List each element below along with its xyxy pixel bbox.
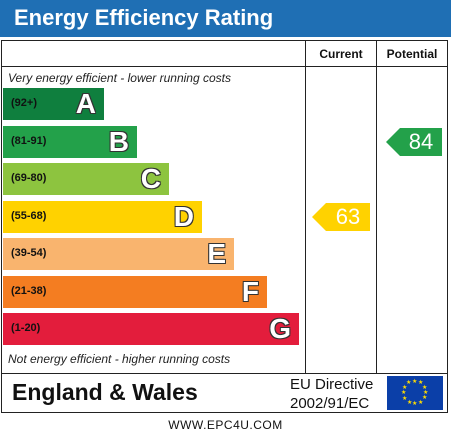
band-letter: A [75,88,96,119]
potential-rating-value: 84 [408,129,434,154]
potential-rating-arrow: 84 [386,128,442,156]
eu-star-icon: ★ [402,385,408,391]
potential-arrow-body [400,128,442,156]
band-letter: F [241,276,259,307]
band-d: (55-68) D [3,201,202,233]
band-letter: G [269,313,291,344]
band-g: (1-20) G [3,313,299,345]
eu-star-icon: ★ [412,401,418,407]
chart-title: Energy Efficiency Rating [14,5,274,30]
band-c: (69-80) C [3,163,169,195]
eu-star-icon: ★ [402,396,408,402]
band-a: (92+) A [3,88,104,120]
current-arrow-tip [312,203,326,231]
divider-current [305,40,306,374]
band-letter: D [173,201,194,232]
band-range-label: (21-38) [11,285,47,297]
band-range-label: (92+) [11,97,37,109]
eu-star-icon: ★ [412,379,418,385]
band-letter: E [207,238,226,269]
band-range-label: (55-68) [11,210,47,222]
eu-star-icon: ★ [406,380,412,386]
band-f: (21-38) F [3,276,267,308]
potential-column-header: Potential [386,47,438,61]
eu-star-icon: ★ [418,380,424,386]
eu-star-icon: ★ [423,390,429,396]
band-e: (39-54) E [3,238,234,270]
current-arrow-body [326,203,370,231]
footer-rule [1,373,448,374]
eu-star-icon: ★ [407,400,413,406]
website-url: WWW.EPC4U.COM [168,418,283,432]
band-b: (81-91) B [3,126,137,158]
potential-arrow-tip [386,128,400,156]
current-rating-arrow: 63 [312,203,370,231]
eu-star-icon: ★ [418,400,424,406]
eu-star-icon: ★ [422,385,428,391]
band-letter: C [140,163,161,194]
title-bar: Energy Efficiency Rating [0,0,451,37]
eu-star-icon: ★ [401,390,407,396]
top-note: Very energy efficient - lower running co… [8,71,231,85]
current-rating-value: 63 [335,204,361,229]
eu-directive-label: EU Directive [290,376,374,393]
current-column-header: Current [319,47,363,61]
band-range-label: (69-80) [11,172,47,184]
header-rule [1,66,448,67]
bottom-note: Not energy efficient - higher running co… [8,352,231,366]
band-range-label: (81-91) [11,135,47,147]
band-letter: B [108,126,129,157]
region-label: England & Wales [12,379,198,405]
eu-star-icon: ★ [422,395,428,401]
eu-flag-icon: ★ ★ ★ ★ ★ ★ ★ ★ ★ ★ ★ ★ [387,376,443,410]
eu-directive-number: 2002/91/EC [290,395,370,412]
rating-frame [1,40,448,413]
band-range-label: (1-20) [11,322,41,334]
divider-potential [376,40,377,374]
band-range-label: (39-54) [11,247,47,259]
